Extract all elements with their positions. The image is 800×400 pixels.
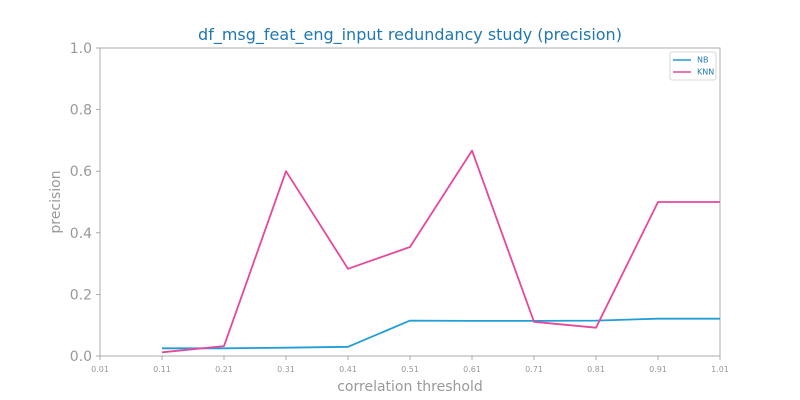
x-tick-label: 0.71 [525, 365, 543, 374]
y-tick-label: 1.0 [70, 41, 92, 57]
y-tick-label: 0.0 [70, 349, 92, 365]
x-tick-label: 0.91 [649, 365, 667, 374]
x-tick-label: 0.31 [277, 365, 295, 374]
x-tick-label: 0.51 [401, 365, 419, 374]
series-line-nb [162, 317, 720, 350]
y-tick-label: 0.6 [70, 164, 92, 180]
legend-label-nb: NB [697, 56, 708, 65]
y-axis-ticks: 0.0 0.2 0.4 0.6 0.8 1.0 [70, 41, 100, 365]
legend-label-knn: KNN [697, 68, 714, 77]
x-tick-label: 0.01 [91, 365, 109, 374]
x-tick-label: 0.11 [153, 365, 171, 374]
y-tick-label: 0.4 [70, 226, 92, 242]
legend-box [669, 51, 717, 81]
legend: NB KNN [669, 51, 717, 81]
y-tick-label: 0.2 [70, 287, 92, 303]
series-lines [161, 149, 720, 354]
x-tick-label: 0.21 [215, 365, 233, 374]
x-tick-label: 0.41 [339, 365, 357, 374]
x-tick-label: 1.01 [711, 365, 729, 374]
chart-title: df_msg_feat_eng_input redundancy study (… [198, 25, 622, 45]
x-tick-label: 0.81 [587, 365, 605, 374]
x-axis-ticks: 0.01 0.11 0.21 0.31 0.41 0.51 0.61 0.71 0.81 0.91… [91, 356, 729, 374]
plot-area-frame [99, 47, 721, 357]
y-tick-label: 0.8 [70, 103, 92, 119]
x-tick-label: 0.61 [463, 365, 481, 374]
x-axis-label: correlation threshold [337, 379, 483, 395]
series-line-knn [161, 149, 720, 354]
y-axis-label: precision [48, 170, 64, 233]
